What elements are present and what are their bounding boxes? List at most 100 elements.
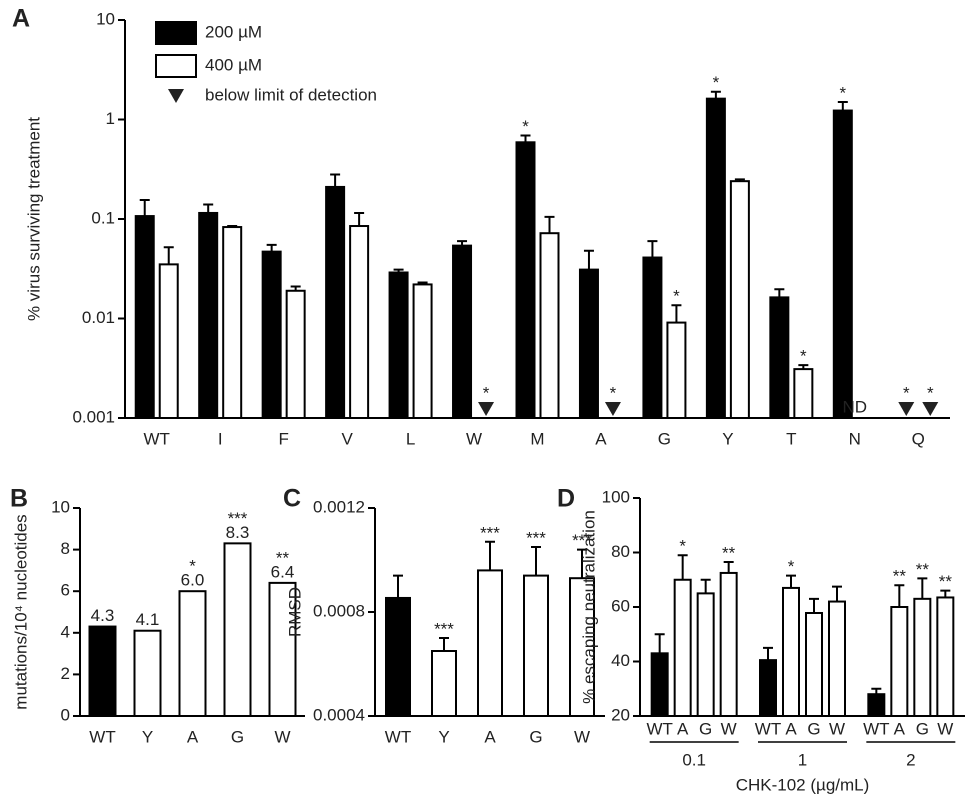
x-tick-label: Y xyxy=(438,727,449,746)
below-limit-marker xyxy=(478,402,495,416)
significance: * xyxy=(679,537,686,556)
y-axis-title: mutations/10⁴ nucleotides xyxy=(11,514,30,709)
y-tick-label: 20 xyxy=(611,705,630,724)
x-tick-label: WT xyxy=(89,727,115,746)
error-bar xyxy=(139,199,150,217)
bar xyxy=(642,256,663,420)
x-tick-label: V xyxy=(341,429,353,448)
error-bar xyxy=(439,637,449,651)
error-bar xyxy=(700,578,711,594)
bar xyxy=(178,590,207,718)
y-tick-label: 10 xyxy=(51,497,70,516)
error-bar xyxy=(520,134,531,143)
legend-label: 400 µM xyxy=(205,55,262,74)
y-tick-label: 0.1 xyxy=(91,208,115,227)
below-limit-marker xyxy=(922,402,939,416)
group-label: 2 xyxy=(906,750,915,769)
x-tick-label: G xyxy=(529,727,542,746)
legend-swatch xyxy=(155,21,197,45)
y-tick-label: 0.0008 xyxy=(313,601,365,620)
x-tick-label: A xyxy=(785,719,797,738)
x-tick-label: W xyxy=(466,429,482,448)
error-bar xyxy=(832,585,842,602)
error-bar xyxy=(723,561,734,573)
bar xyxy=(936,596,955,718)
bar xyxy=(719,571,738,717)
x-tick-label: G xyxy=(658,429,671,448)
significance: * xyxy=(610,383,617,402)
error-bar xyxy=(354,211,365,227)
x-tick-label: A xyxy=(484,727,496,746)
legend-label: 200 µM xyxy=(205,22,262,41)
y-axis-title: RMSD xyxy=(285,587,304,637)
error-bar xyxy=(393,268,404,273)
panel-label: A xyxy=(12,5,30,33)
error-bar xyxy=(710,90,721,99)
error-bar xyxy=(330,173,341,187)
x-tick-label: Y xyxy=(142,727,153,746)
bar xyxy=(88,625,117,717)
below-limit-marker xyxy=(604,402,621,416)
bar xyxy=(705,97,726,419)
y-tick-label: 2 xyxy=(61,664,70,683)
significance: ** xyxy=(893,567,907,586)
y-tick-label: 8 xyxy=(61,539,70,558)
bar xyxy=(431,650,457,717)
x-tick-label: W xyxy=(937,719,953,738)
y-tick-label: 6 xyxy=(61,581,70,600)
panel-label: B xyxy=(10,485,28,513)
panel-label: D xyxy=(557,485,575,513)
significance: * xyxy=(927,383,934,402)
error-bar xyxy=(734,178,745,182)
y-axis-title: % virus surviving treatment xyxy=(24,117,43,321)
y-tick-label: 0.0004 xyxy=(313,705,365,724)
bar xyxy=(523,574,549,717)
error-bar xyxy=(203,203,214,213)
significance: ** xyxy=(276,548,290,567)
x-tick-label: WT xyxy=(144,429,170,448)
y-tick-label: 1 xyxy=(106,109,115,128)
bar xyxy=(261,250,282,419)
bar xyxy=(793,368,814,419)
bar xyxy=(477,569,503,718)
value-label: 6.0 xyxy=(181,571,205,590)
x-tick-label: G xyxy=(231,727,244,746)
bar xyxy=(285,289,306,419)
bar xyxy=(696,592,715,717)
error-bar xyxy=(786,574,796,588)
bar xyxy=(268,581,297,717)
y-tick-label: 4 xyxy=(61,622,70,641)
x-tick-label: W xyxy=(274,727,290,746)
significance: * xyxy=(800,347,807,366)
bar xyxy=(388,271,409,419)
bar xyxy=(913,597,932,718)
x-tick-label: A xyxy=(894,719,906,738)
x-tick-label: T xyxy=(786,429,796,448)
bar xyxy=(828,600,846,717)
significance: * xyxy=(903,383,910,402)
bar xyxy=(805,611,823,717)
below-limit-marker xyxy=(898,402,915,416)
error-bar xyxy=(393,574,403,598)
x-tick-label: N xyxy=(849,429,861,448)
error-bar xyxy=(763,646,773,661)
bar xyxy=(867,693,886,718)
significance: * xyxy=(788,557,795,576)
error-bar xyxy=(457,240,468,246)
y-tick-label: 60 xyxy=(611,596,630,615)
error-bar xyxy=(583,249,594,270)
x-tick-label: A xyxy=(187,727,199,746)
bar xyxy=(134,215,155,419)
bar xyxy=(133,629,162,717)
legend-label: below limit of detection xyxy=(205,85,377,104)
bar xyxy=(832,109,853,419)
x-tick-label: Y xyxy=(722,429,733,448)
error-bar xyxy=(798,364,809,370)
bar xyxy=(539,232,560,419)
bar xyxy=(223,542,252,717)
bar xyxy=(452,244,473,419)
error-bar xyxy=(940,589,951,598)
error-bar xyxy=(654,633,665,654)
y-tick-label: 100 xyxy=(602,487,630,506)
